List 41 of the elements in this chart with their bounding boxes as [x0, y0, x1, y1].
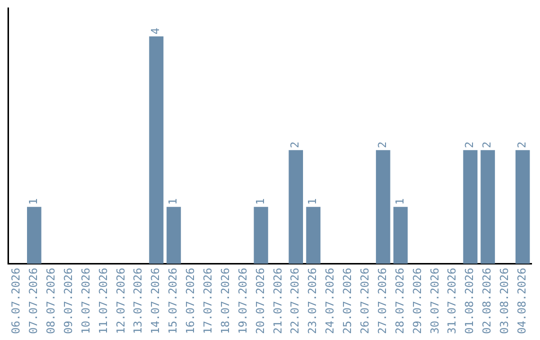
x-tick-label: 14.07.2026: [149, 268, 162, 334]
data-label: 1: [27, 198, 40, 205]
x-tick-label: 20.07.2026: [254, 268, 267, 334]
x-tick-label: 24.07.2026: [324, 268, 337, 334]
data-label: 2: [376, 141, 389, 148]
x-tick-label: 28.07.2026: [393, 268, 406, 334]
x-tick-label: 21.07.2026: [271, 268, 284, 334]
x-tick-label: 18.07.2026: [218, 268, 232, 334]
x-tick-label: 29.07.2026: [410, 268, 424, 334]
x-tick-label: 13.07.2026: [132, 268, 145, 334]
x-tick-label: 25.07.2026: [341, 268, 354, 334]
x-tick-label: 12.07.2026: [114, 268, 128, 334]
x-tick-label: 26.07.2026: [358, 268, 372, 334]
data-label: 2: [463, 141, 476, 148]
data-label: 2: [516, 141, 529, 148]
x-tick-label: 04.08.2026: [516, 268, 529, 334]
x-tick-label: 16.07.2026: [184, 268, 198, 334]
x-tick-label: 19.07.2026: [236, 268, 250, 334]
data-label: 1: [254, 198, 267, 205]
data-label: 4: [149, 27, 162, 34]
x-tick-label: 27.07.2026: [376, 268, 389, 334]
x-tick-label: 07.07.2026: [27, 268, 40, 334]
x-tick-label: 08.07.2026: [44, 268, 58, 334]
x-tick-label: 22.07.2026: [288, 268, 302, 334]
x-tick-label: 11.07.2026: [96, 268, 110, 334]
x-tick-label: 01.08.2026: [463, 268, 476, 334]
x-tick-label: 23.07.2026: [306, 268, 320, 334]
x-tick-label: 02.08.2026: [480, 268, 494, 334]
x-tick-label: 03.08.2026: [498, 268, 512, 334]
data-label: 1: [306, 198, 320, 205]
data-label: 2: [480, 141, 494, 148]
x-tick-label: 30.07.2026: [428, 268, 442, 334]
data-label: 2: [288, 141, 302, 148]
x-tick-label: 15.07.2026: [166, 268, 180, 334]
x-tick-label: 06.07.2026: [10, 268, 23, 334]
data-label: 1: [166, 198, 180, 205]
x-tick-label: 31.07.2026: [446, 268, 459, 334]
x-tick-label: 09.07.2026: [62, 268, 75, 334]
data-label: 1: [393, 198, 406, 205]
x-tick-label: 10.07.2026: [79, 268, 92, 334]
x-tick-label: 17.07.2026: [201, 268, 214, 334]
